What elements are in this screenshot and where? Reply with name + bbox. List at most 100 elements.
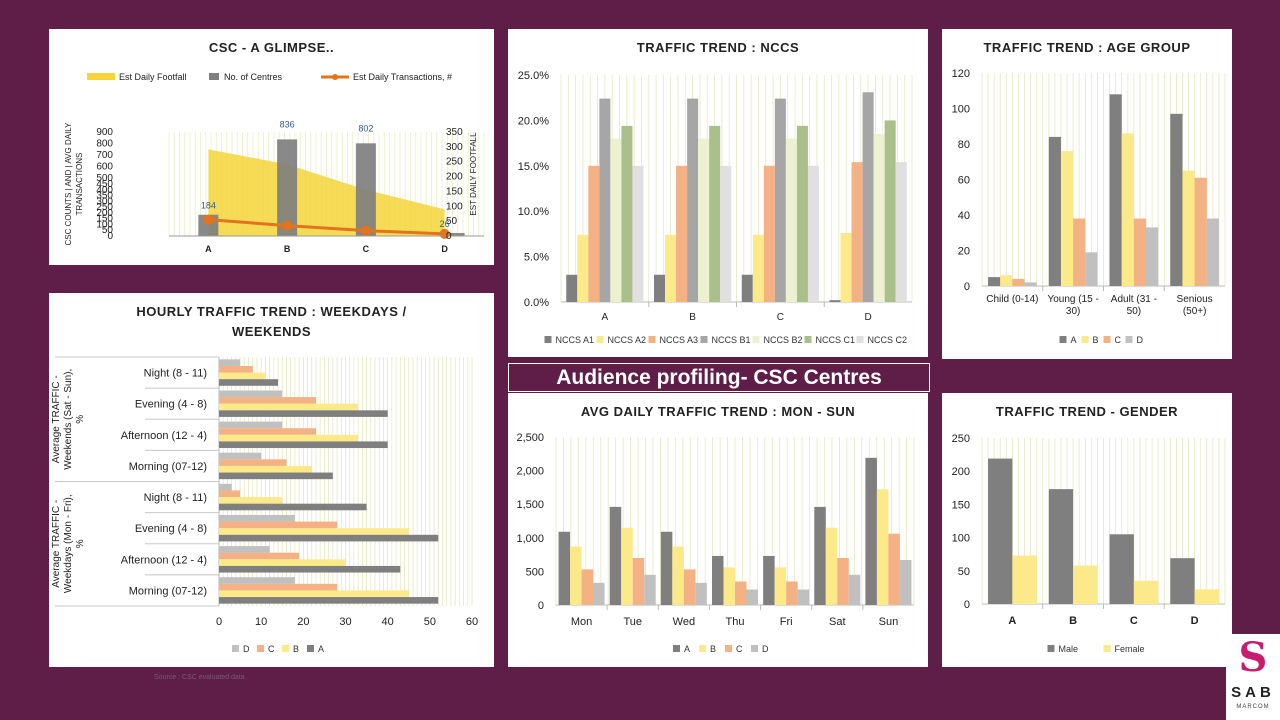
hourly-x-tick: 30	[339, 616, 351, 628]
age-legend-label: D	[1137, 335, 1144, 345]
nccs-x-tick: D	[865, 312, 872, 323]
logo-name: SAB	[1231, 684, 1275, 701]
glimpse-y2-tick: 100	[446, 201, 463, 212]
glimpse-bar-label: 802	[358, 123, 373, 133]
age-bar	[1048, 136, 1061, 286]
glimpse-x-tick: B	[284, 244, 291, 254]
glimpse-bar-label: 184	[201, 201, 216, 211]
age-y-tick: 100	[952, 104, 970, 116]
gender-legend-swatch	[1103, 645, 1111, 652]
weekly-bar	[848, 574, 861, 605]
weekly-bar	[837, 557, 849, 605]
age-chart: 0 20 40 60 80 100 120 Child (0-14) Young (15 -30…	[952, 68, 1226, 345]
nccs-bar	[763, 165, 775, 302]
weekly-x-tick: Mon	[571, 616, 592, 628]
hourly-bar	[219, 359, 241, 366]
glimpse-y-tick: 50	[102, 225, 114, 236]
gender-x-tick: B	[1069, 615, 1077, 627]
glimpse-x-tick: A	[205, 244, 212, 254]
nccs-bar	[829, 300, 841, 302]
weekly-bar	[825, 527, 838, 605]
glimpse-y-tick: 900	[96, 127, 113, 138]
nccs-bar	[720, 165, 732, 302]
glimpse-y2-tick: 50	[446, 216, 458, 227]
nccs-bar	[610, 138, 622, 302]
hourly-bar	[219, 597, 439, 604]
age-legend-label: B	[1093, 335, 1099, 345]
hourly-bar	[219, 452, 262, 460]
hourly-bar	[219, 365, 253, 373]
nccs-legend-label: NCCS B1	[712, 335, 751, 345]
glimpse-y-tick: 200	[96, 208, 113, 219]
nccs-legend-label: NCCS B2	[764, 335, 803, 345]
weekly-y-tick: 2,500	[516, 432, 544, 444]
nccs-bar	[588, 165, 600, 302]
age-bar	[1121, 133, 1134, 286]
weekly-bar	[774, 567, 787, 605]
gender-bar	[1012, 555, 1037, 604]
age-bar	[1170, 113, 1183, 286]
hourly-title: HOURLY TRAFFIC TREND : WEEKDAYS / WEEKEN…	[136, 304, 407, 339]
nccs-bar	[895, 162, 907, 302]
age-x-tick: Child (0-14)	[986, 294, 1038, 305]
nccs-bar	[709, 125, 721, 303]
weekly-legend-swatch	[725, 645, 732, 652]
hourly-group-label-line: Average TRAFFIC -	[51, 500, 62, 588]
nccs-bar	[862, 92, 874, 302]
glimpse-y-tick: 0	[107, 231, 113, 242]
glimpse-y-label: CSC COUNTS | AND | AVG DAILY TRANSACTIONS	[64, 122, 84, 246]
hourly-legend-label: B	[293, 644, 299, 654]
age-bar	[1060, 151, 1074, 286]
glimpse-y-tick: 100	[96, 219, 113, 230]
nccs-bar	[654, 274, 666, 302]
hourly-bar	[219, 552, 300, 560]
hourly-bar	[219, 534, 439, 542]
hourly-bar	[219, 497, 283, 504]
nccs-bar	[676, 165, 688, 302]
gender-chart: 0 50 100 150 200 250 A B C D Male Female	[952, 433, 1226, 654]
age-bar	[1073, 218, 1086, 286]
weekly-bar	[735, 581, 747, 605]
age-bar	[1000, 275, 1013, 286]
nccs-legend-label: NCCS A3	[660, 335, 699, 345]
weekly-y-tick: 2,000	[516, 466, 544, 478]
hourly-bar	[219, 521, 338, 529]
glimpse-legend-swatch	[87, 73, 115, 80]
weekly-y-tick: 500	[526, 566, 544, 578]
hourly-legend-swatch	[307, 645, 314, 652]
weekly-legend-swatch	[751, 645, 758, 652]
weekly-bar	[581, 569, 594, 605]
glimpse-y-label-line1: CSC COUNTS | AND | AVG DAILY	[64, 122, 73, 246]
glimpse-y-tick: 350	[96, 191, 113, 202]
nccs-legend-label: NCCS C2	[868, 335, 908, 345]
age-y-tick: 80	[958, 139, 970, 151]
hourly-bar	[219, 465, 312, 473]
glimpse-y2-tick: 350	[446, 127, 463, 138]
hourly-bar	[219, 583, 338, 591]
hourly-bar	[219, 503, 367, 511]
gender-x-tick: D	[1191, 615, 1199, 627]
gender-bar	[988, 458, 1013, 604]
hourly-legend-label: D	[243, 644, 250, 654]
hourly-bar	[219, 565, 401, 573]
hourly-y-tick: Afternoon (12 - 4)	[121, 430, 207, 442]
glimpse-y2-tick: 300	[446, 142, 463, 153]
hourly-bar	[219, 421, 283, 429]
nccs-bar	[873, 134, 885, 302]
brand-logo: S SAB MARCOM	[1226, 634, 1280, 720]
glimpse-legend-label: Est Daily Footfall	[119, 72, 187, 82]
age-bar	[1109, 94, 1122, 286]
weekly-panel: AVG DAILY TRAFFIC TREND : MON - SUN 0 500…	[508, 393, 928, 667]
weekly-bar	[711, 555, 724, 605]
gender-bar	[1048, 489, 1074, 604]
weekly-bar	[888, 533, 900, 605]
nccs-bar	[698, 138, 710, 302]
age-legend-swatch	[1103, 336, 1111, 343]
nccs-y-tick: 15.0%	[518, 161, 549, 173]
weekly-legend-label: A	[684, 644, 690, 654]
hourly-x-tick: 10	[255, 616, 267, 628]
weekly-bar	[593, 582, 605, 605]
age-y-tick: 0	[964, 281, 970, 293]
age-bar	[1182, 170, 1195, 286]
hourly-x-tick: 50	[424, 616, 436, 628]
